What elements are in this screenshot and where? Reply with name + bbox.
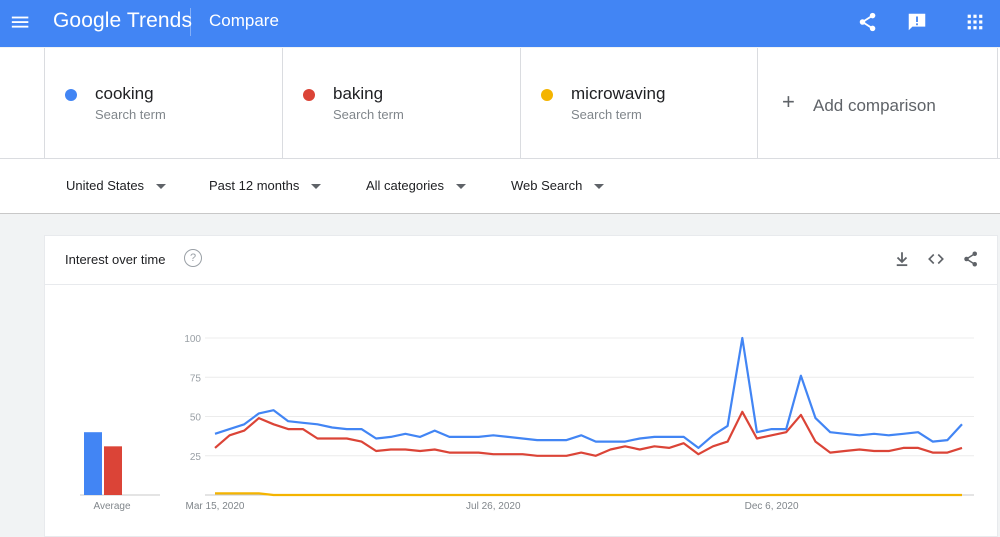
chart-grid	[205, 337, 974, 496]
term-type: Search term	[95, 107, 166, 122]
apps-icon[interactable]	[964, 11, 986, 33]
y-tick-label: 100	[184, 334, 201, 345]
share-icon[interactable]	[962, 250, 980, 268]
interest-over-time-chart: 25 50 75 100 Mar 15, 2020 Jul 26, 2020 Dec 6,…	[80, 334, 974, 512]
term-type: Search term	[333, 107, 404, 122]
page-title: Compare	[209, 11, 279, 30]
time-range-dropdown[interactable]: Past 12 months	[209, 178, 322, 193]
category-dropdown[interactable]: All categories	[366, 178, 467, 193]
card-header-divider	[45, 284, 997, 285]
download-icon[interactable]	[893, 250, 911, 268]
series-line-microwaving	[215, 492, 962, 497]
average-label: Average	[93, 501, 131, 512]
y-tick-label: 75	[190, 373, 202, 384]
term-color-dot	[303, 89, 315, 101]
term-name[interactable]: baking	[333, 84, 384, 103]
term-color-dot	[65, 89, 77, 101]
x-tick-label: Mar 15, 2020	[186, 501, 245, 512]
average-bar-cooking	[84, 432, 102, 495]
series-line-baking	[214, 410, 963, 457]
term-type: Search term	[571, 107, 642, 122]
term-name[interactable]: cooking	[95, 84, 154, 103]
term-microwaving[interactable]: microwaving Search term	[520, 48, 758, 158]
term-name[interactable]: microwaving	[571, 84, 666, 103]
y-tick-label: 50	[190, 413, 202, 424]
region-value: United States	[66, 178, 145, 193]
term-color-dot	[541, 89, 553, 101]
dropdown-caret-icon	[156, 184, 167, 190]
header-divider	[190, 8, 191, 36]
search-type-dropdown[interactable]: Web Search	[511, 178, 605, 193]
chart-lines	[214, 336, 963, 497]
average-bar-baking	[104, 446, 122, 495]
y-tick-label: 25	[190, 452, 202, 463]
share-icon[interactable]	[857, 11, 879, 33]
filter-bar: United States Past 12 months All categor…	[0, 159, 1000, 214]
feedback-icon[interactable]	[906, 11, 928, 33]
dropdown-caret-icon	[456, 184, 467, 190]
region-dropdown[interactable]: United States	[66, 178, 167, 193]
embed-icon[interactable]	[927, 250, 945, 268]
dropdown-caret-icon	[311, 184, 322, 190]
x-axis-ticks: Mar 15, 2020 Jul 26, 2020 Dec 6, 2020	[186, 501, 799, 512]
add-comparison-button[interactable]: + Add comparison	[757, 48, 998, 158]
interest-over-time-card: Interest over time ?	[44, 235, 998, 537]
card-title: Interest over time	[65, 252, 166, 267]
term-cooking[interactable]: cooking Search term	[44, 48, 283, 158]
y-axis-ticks: 25 50 75 100	[184, 334, 201, 463]
x-tick-label: Dec 6, 2020	[745, 501, 799, 512]
menu-icon[interactable]	[10, 12, 32, 34]
category-value: All categories	[366, 178, 445, 193]
add-comparison-label: Add comparison	[813, 96, 936, 115]
average-bars	[80, 432, 160, 496]
x-tick-label: Jul 26, 2020	[466, 501, 521, 512]
series-line-cooking	[214, 336, 963, 449]
term-baking[interactable]: baking Search term	[282, 48, 521, 158]
help-icon[interactable]: ?	[184, 249, 202, 267]
time-range-value: Past 12 months	[209, 178, 300, 193]
search-terms-bar: cooking Search term baking Search term m…	[0, 48, 1000, 159]
plus-icon: +	[782, 89, 795, 114]
search-type-value: Web Search	[511, 178, 583, 193]
dropdown-caret-icon	[594, 184, 605, 190]
google-trends-logo[interactable]: Google Trends	[53, 9, 193, 32]
top-bar: Google Trends Compare	[0, 0, 1000, 47]
